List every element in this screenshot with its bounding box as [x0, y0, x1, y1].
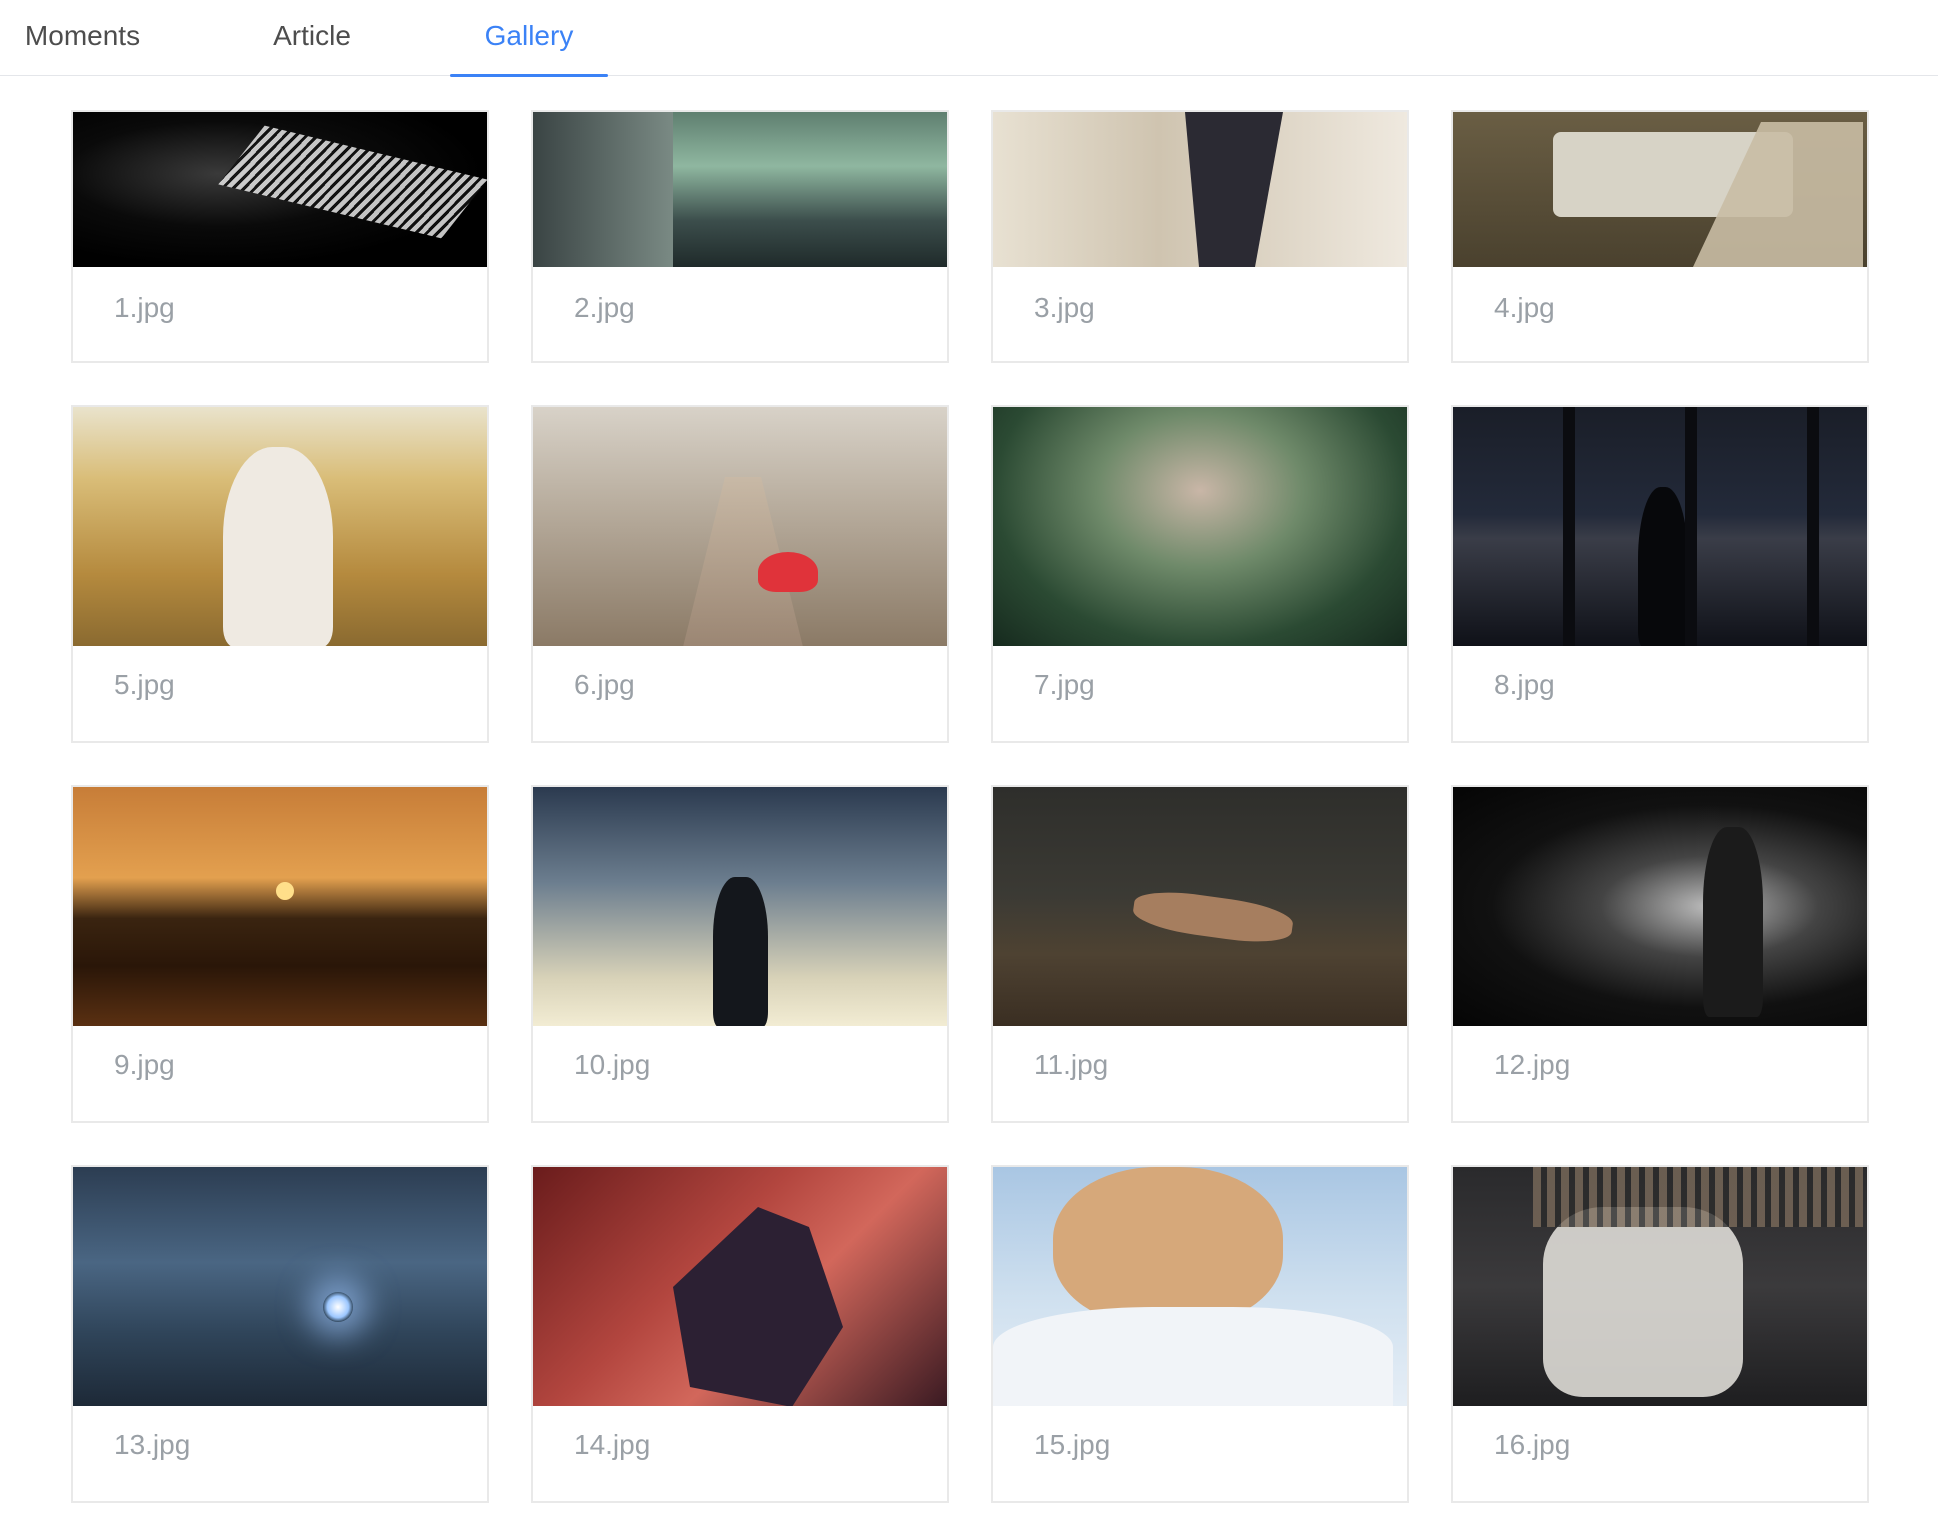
gallery-thumbnail[interactable] [993, 112, 1407, 267]
gallery-caption: 9.jpg [114, 1049, 175, 1080]
gallery-card[interactable]: 10.jpg [531, 785, 949, 1123]
gallery-thumbnail[interactable] [993, 407, 1407, 646]
gallery-thumbnail[interactable] [533, 787, 947, 1026]
gallery-caption: 1.jpg [114, 292, 175, 323]
gallery-thumbnail[interactable] [73, 407, 487, 646]
gallery-thumbnail[interactable] [993, 787, 1407, 1026]
gallery-thumbnail[interactable] [1453, 112, 1867, 267]
tab-article[interactable]: Article [273, 20, 351, 51]
gallery-thumbnail[interactable] [73, 112, 487, 267]
gallery-card[interactable]: 11.jpg [991, 785, 1409, 1123]
gallery-card[interactable]: 8.jpg [1451, 405, 1869, 743]
gallery-card[interactable]: 14.jpg [531, 1165, 949, 1503]
gallery-thumbnail[interactable] [73, 787, 487, 1026]
gallery-thumbnail[interactable] [533, 112, 947, 267]
gallery-card[interactable]: 16.jpg [1451, 1165, 1869, 1503]
gallery-card[interactable]: 9.jpg [71, 785, 489, 1123]
gallery-card[interactable]: 1.jpg [71, 110, 489, 363]
gallery-caption: 3.jpg [1034, 292, 1095, 323]
gallery-card[interactable]: 15.jpg [991, 1165, 1409, 1503]
gallery-caption: 6.jpg [574, 669, 635, 700]
gallery-thumbnail[interactable] [533, 1167, 947, 1406]
gallery-caption: 4.jpg [1494, 292, 1555, 323]
gallery-caption: 11.jpg [1034, 1049, 1109, 1080]
gallery-caption: 13.jpg [114, 1429, 191, 1460]
gallery-card[interactable]: 7.jpg [991, 405, 1409, 743]
gallery-card[interactable]: 3.jpg [991, 110, 1409, 363]
gallery-caption: 16.jpg [1494, 1429, 1571, 1460]
gallery-card[interactable]: 4.jpg [1451, 110, 1869, 363]
gallery-card[interactable]: 5.jpg [71, 405, 489, 743]
tab-moments[interactable]: Moments [24, 20, 141, 51]
tab-bar: Moments Article Gallery [0, 0, 1938, 77]
gallery-caption: 12.jpg [1494, 1049, 1571, 1080]
gallery-thumbnail[interactable] [993, 1167, 1407, 1406]
gallery-card[interactable]: 13.jpg [71, 1165, 489, 1503]
gallery-thumbnail[interactable] [1453, 1167, 1867, 1406]
gallery-caption: 2.jpg [574, 292, 635, 323]
gallery-thumbnail[interactable] [1453, 787, 1867, 1026]
gallery-caption: 8.jpg [1494, 669, 1555, 700]
gallery-card[interactable]: 2.jpg [531, 110, 949, 363]
gallery-card[interactable]: 6.jpg [531, 405, 949, 743]
gallery-thumbnail[interactable] [533, 407, 947, 646]
gallery-caption: 15.jpg [1034, 1429, 1111, 1460]
gallery-caption: 7.jpg [1034, 669, 1095, 700]
gallery-card[interactable]: 12.jpg [1451, 785, 1869, 1123]
gallery-caption: 14.jpg [574, 1429, 651, 1460]
tab-gallery[interactable]: Gallery [450, 0, 608, 77]
gallery-thumbnail[interactable] [73, 1167, 487, 1406]
gallery-caption: 10.jpg [574, 1049, 651, 1080]
gallery-thumbnail[interactable] [1453, 407, 1867, 646]
gallery-caption: 5.jpg [114, 669, 175, 700]
